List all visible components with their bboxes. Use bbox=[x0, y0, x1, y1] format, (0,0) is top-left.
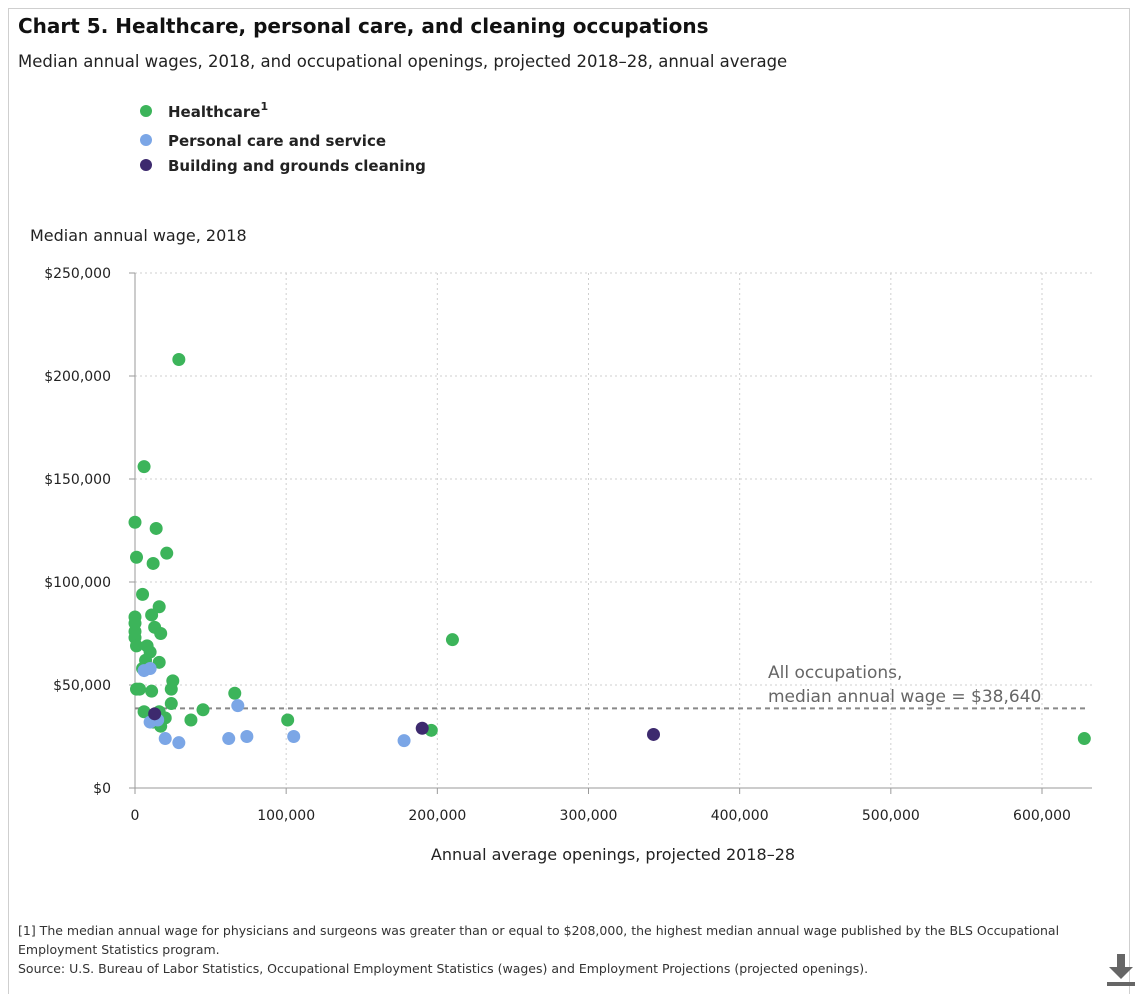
data-point-healthcare[interactable] bbox=[137, 705, 151, 719]
data-point-healthcare[interactable] bbox=[172, 353, 186, 367]
chart-frame bbox=[8, 8, 1130, 994]
data-point-personal-care[interactable] bbox=[222, 732, 236, 746]
footnotes: [1] The median annual wage for physician… bbox=[18, 921, 1128, 978]
data-point-healthcare[interactable] bbox=[152, 655, 166, 669]
data-point-personal-care[interactable] bbox=[287, 730, 301, 743]
data-point-healthcare[interactable] bbox=[133, 682, 147, 696]
legend-item-healthcare[interactable]: Healthcare1 bbox=[140, 100, 268, 121]
chart-subtitle: Median annual wages, 2018, and occupatio… bbox=[18, 52, 788, 71]
data-point-healthcare[interactable] bbox=[184, 713, 198, 727]
y-axis-ticks: $0 $50,000 $100,000 $150,000 $200,000 $250,00… bbox=[44, 266, 111, 797]
gridlines bbox=[129, 272, 1092, 794]
y-tick-label: $150,000 bbox=[44, 472, 111, 488]
legend-marker-cleaning bbox=[140, 159, 152, 171]
data-point-healthcare[interactable] bbox=[145, 608, 159, 622]
x-tick-label: 0 bbox=[131, 808, 140, 824]
scatter-chart: Healthcare1 Personal care and service Bu… bbox=[30, 100, 1092, 864]
data-point-healthcare[interactable] bbox=[164, 682, 178, 696]
legend-label-healthcare: Healthcare1 bbox=[168, 100, 268, 121]
y-tick-label: $200,000 bbox=[44, 369, 111, 385]
legend-marker-healthcare bbox=[140, 105, 152, 117]
reference-label-line2: median annual wage = $38,640 bbox=[768, 687, 1041, 707]
data-point-cleaning[interactable] bbox=[647, 727, 661, 741]
y-axis-title: Median annual wage, 2018 bbox=[30, 226, 247, 245]
y-tick-label: $100,000 bbox=[44, 575, 111, 591]
x-tick-label: 600,000 bbox=[1013, 808, 1071, 824]
x-tick-label: 400,000 bbox=[711, 808, 769, 824]
reference-label-line1: All occupations, bbox=[768, 663, 902, 683]
legend-label-cleaning: Building and grounds cleaning bbox=[168, 157, 426, 175]
data-point-healthcare[interactable] bbox=[130, 550, 144, 564]
data-point-healthcare[interactable] bbox=[152, 600, 166, 614]
data-point-cleaning[interactable] bbox=[148, 707, 162, 721]
chart-title: Chart 5. Healthcare, personal care, and … bbox=[18, 14, 709, 38]
legend-item-personal-care[interactable]: Personal care and service bbox=[140, 132, 386, 150]
legend-label-personal-care: Personal care and service bbox=[168, 132, 386, 150]
data-point-healthcare[interactable] bbox=[146, 556, 160, 570]
data-point-personal-care[interactable] bbox=[143, 662, 157, 676]
data-points bbox=[128, 353, 1091, 750]
data-point-healthcare[interactable] bbox=[1077, 732, 1091, 746]
data-point-healthcare[interactable] bbox=[130, 639, 144, 653]
x-tick-label: 100,000 bbox=[257, 808, 315, 824]
data-point-cleaning[interactable] bbox=[415, 721, 429, 735]
footnote-1: [1] The median annual wage for physician… bbox=[18, 923, 1060, 957]
x-tick-label: 300,000 bbox=[560, 808, 618, 824]
data-point-healthcare[interactable] bbox=[160, 546, 174, 560]
legend-marker-personal-care bbox=[140, 134, 152, 146]
data-point-healthcare[interactable] bbox=[128, 515, 142, 529]
legend-item-cleaning[interactable]: Building and grounds cleaning bbox=[140, 157, 426, 175]
legend: Healthcare1 Personal care and service Bu… bbox=[140, 100, 426, 175]
data-point-healthcare[interactable] bbox=[154, 627, 168, 640]
data-point-healthcare[interactable] bbox=[145, 684, 159, 698]
data-point-personal-care[interactable] bbox=[231, 699, 245, 713]
data-point-personal-care[interactable] bbox=[240, 730, 254, 743]
data-point-healthcare[interactable] bbox=[137, 460, 151, 474]
data-point-healthcare[interactable] bbox=[149, 521, 163, 535]
data-point-personal-care[interactable] bbox=[158, 732, 172, 746]
source-note: Source: U.S. Bureau of Labor Statistics,… bbox=[18, 961, 869, 976]
x-tick-label: 200,000 bbox=[408, 808, 466, 824]
x-axis-ticks: 0 100,000 200,000 300,000 400,000 500,000 600,… bbox=[131, 808, 1071, 824]
data-point-healthcare[interactable] bbox=[281, 713, 295, 727]
series-personal-care bbox=[137, 662, 411, 750]
data-point-healthcare[interactable] bbox=[136, 587, 150, 601]
data-point-healthcare[interactable] bbox=[228, 686, 242, 700]
axes bbox=[134, 273, 1092, 789]
x-tick-label: 500,000 bbox=[862, 808, 920, 824]
x-axis-title: Annual average openings, projected 2018–… bbox=[431, 845, 795, 864]
y-tick-label: $250,000 bbox=[44, 266, 111, 282]
data-point-healthcare[interactable] bbox=[445, 633, 459, 647]
series-cleaning bbox=[148, 707, 661, 741]
data-point-healthcare[interactable] bbox=[164, 697, 178, 711]
data-point-personal-care[interactable] bbox=[397, 734, 411, 748]
data-point-healthcare[interactable] bbox=[196, 703, 210, 717]
data-point-personal-care[interactable] bbox=[172, 736, 186, 750]
download-icon[interactable] bbox=[1104, 952, 1138, 988]
y-tick-label: $0 bbox=[93, 781, 111, 797]
y-tick-label: $50,000 bbox=[53, 678, 111, 694]
